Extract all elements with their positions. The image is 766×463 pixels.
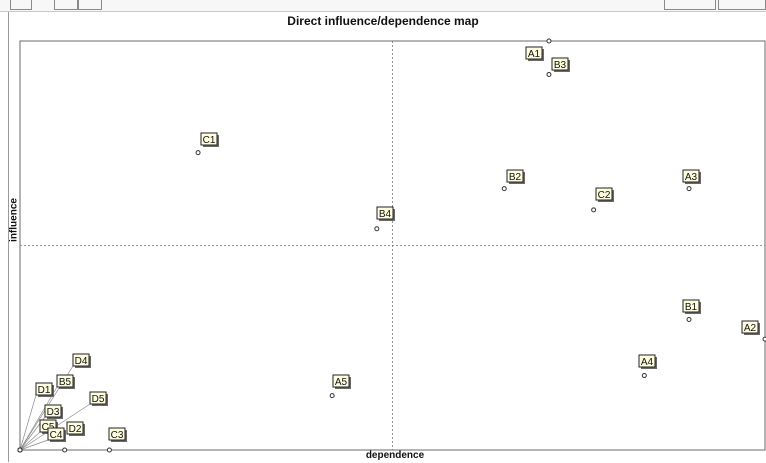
point-label-c3[interactable]: C3 bbox=[108, 427, 127, 442]
label-text: B5 bbox=[59, 377, 72, 388]
toolbar-tab[interactable] bbox=[54, 0, 78, 10]
label-box bbox=[35, 382, 53, 396]
point-label-b1[interactable]: B1 bbox=[682, 299, 701, 314]
toolbar-tab[interactable] bbox=[78, 0, 102, 10]
data-point-c1[interactable] bbox=[195, 150, 201, 156]
label-text: B2 bbox=[509, 172, 522, 183]
y-axis-title: influence bbox=[8, 198, 20, 242]
point-label-c4[interactable]: C4 bbox=[47, 427, 66, 442]
label-text: C2 bbox=[598, 190, 611, 201]
label-box bbox=[89, 391, 107, 405]
label-text: B1 bbox=[685, 302, 698, 313]
point-label-a2[interactable]: A2 bbox=[741, 320, 760, 335]
label-text: A3 bbox=[685, 172, 698, 183]
chart-title: Direct influence/dependence map bbox=[287, 14, 479, 28]
leader-line bbox=[19, 431, 41, 451]
label-box bbox=[638, 354, 656, 368]
label-box bbox=[72, 353, 90, 367]
point-label-a4[interactable]: A4 bbox=[638, 354, 657, 369]
label-box bbox=[376, 206, 394, 220]
point-label-a3[interactable]: A3 bbox=[682, 169, 701, 184]
label-box bbox=[506, 169, 524, 183]
label-text: D1 bbox=[38, 385, 51, 396]
data-point-b2[interactable] bbox=[501, 186, 507, 192]
label-text: C1 bbox=[203, 135, 216, 146]
toolbar-strip bbox=[0, 0, 766, 12]
label-text: C3 bbox=[111, 430, 124, 441]
label-box bbox=[682, 169, 700, 183]
label-box bbox=[595, 187, 613, 201]
data-point-a5[interactable] bbox=[329, 393, 335, 399]
point-label-a1[interactable]: A1 bbox=[525, 46, 544, 61]
label-text: D5 bbox=[92, 394, 105, 405]
data-point-c2[interactable] bbox=[591, 207, 597, 213]
data-points: A1B3C1B2A3C2B4B1A2A4A5D4D1B5D5D3C5C4D2C3 bbox=[17, 38, 766, 453]
toolbar-tab[interactable] bbox=[664, 0, 716, 10]
data-point-b4[interactable] bbox=[374, 226, 380, 232]
data-point-c3[interactable] bbox=[106, 447, 112, 453]
label-box bbox=[108, 427, 126, 441]
data-point-c4[interactable] bbox=[17, 447, 23, 453]
label-box bbox=[47, 427, 65, 441]
label-text: B4 bbox=[379, 209, 392, 220]
point-label-c1[interactable]: C1 bbox=[200, 132, 219, 147]
point-label-c2[interactable]: C2 bbox=[595, 187, 614, 202]
point-label-a5[interactable]: A5 bbox=[332, 374, 351, 389]
label-box bbox=[682, 299, 700, 313]
label-box bbox=[44, 404, 62, 418]
data-point-a1[interactable] bbox=[546, 38, 552, 44]
label-text: D2 bbox=[69, 424, 82, 435]
label-text: A1 bbox=[528, 49, 541, 60]
data-point-a4[interactable] bbox=[641, 373, 647, 379]
point-label-d1[interactable]: D1 bbox=[35, 382, 54, 397]
data-point-b1[interactable] bbox=[686, 317, 692, 323]
leader-line bbox=[19, 439, 49, 451]
point-label-b2[interactable]: B2 bbox=[506, 169, 525, 184]
label-text: D4 bbox=[75, 356, 88, 367]
label-box bbox=[741, 320, 759, 334]
label-box bbox=[332, 374, 350, 388]
label-text: C4 bbox=[50, 430, 63, 441]
label-text: A4 bbox=[641, 357, 654, 368]
label-box bbox=[200, 132, 218, 146]
label-text: A5 bbox=[335, 377, 348, 388]
data-point-a3[interactable] bbox=[686, 186, 692, 192]
point-label-b4[interactable]: B4 bbox=[376, 206, 395, 221]
label-text: D3 bbox=[47, 407, 60, 418]
data-point-d2[interactable] bbox=[62, 447, 68, 453]
label-box bbox=[525, 46, 543, 60]
point-label-d2[interactable]: D2 bbox=[66, 421, 85, 436]
leader-line bbox=[19, 386, 58, 451]
point-label-d3[interactable]: D3 bbox=[44, 404, 63, 419]
label-box bbox=[66, 421, 84, 435]
label-text: A2 bbox=[744, 323, 757, 334]
point-label-b3[interactable]: B3 bbox=[551, 57, 570, 72]
point-label-d4[interactable]: D4 bbox=[72, 353, 91, 368]
data-point-a2[interactable] bbox=[762, 336, 766, 342]
data-point-b3[interactable] bbox=[546, 72, 552, 78]
frame-border bbox=[8, 12, 9, 462]
point-label-d5[interactable]: D5 bbox=[89, 391, 108, 406]
leader-line bbox=[19, 394, 37, 451]
label-box bbox=[551, 57, 569, 71]
label-text: B3 bbox=[554, 60, 567, 71]
toolbar-tab[interactable] bbox=[10, 0, 32, 10]
point-label-b5[interactable]: B5 bbox=[56, 374, 75, 389]
label-box bbox=[56, 374, 74, 388]
x-axis-title: dependence bbox=[365, 450, 425, 461]
